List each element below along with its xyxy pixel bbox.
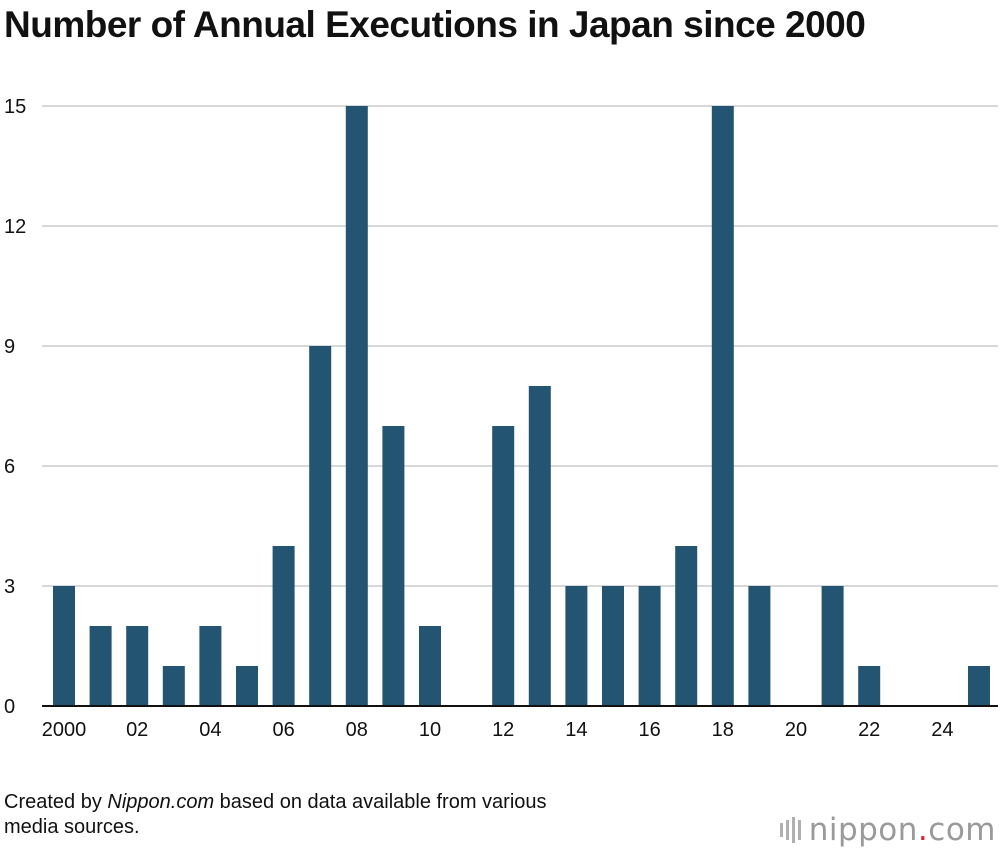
x-tick-20: 20 <box>785 719 807 741</box>
bar-2022 <box>858 666 881 706</box>
x-tick-06: 06 <box>272 719 294 741</box>
x-tick-18: 18 <box>712 719 734 741</box>
bar-2000 <box>53 586 75 706</box>
logo-name: nippon <box>808 812 918 848</box>
x-tick-labels: 2000 02 04 06 08 10 12 14 16 18 20 22 24 <box>42 719 954 741</box>
bar-2004 <box>199 626 222 706</box>
bar-2018 <box>711 106 734 706</box>
x-tick-04: 04 <box>199 719 221 741</box>
y-tick-3: 3 <box>4 576 15 598</box>
bar-2013 <box>528 386 551 706</box>
source-suffix: based on data available from various <box>214 791 547 813</box>
y-tick-12: 12 <box>4 216 26 238</box>
chart-title: Number of Annual Executions in Japan sin… <box>4 4 866 45</box>
bar-2003 <box>162 666 185 706</box>
bar-2021 <box>821 586 844 706</box>
y-tick-15: 15 <box>4 96 26 118</box>
bar-chart: 0 3 6 9 12 15 2000 02 04 06 08 10 12 14 16 18 20 22 24 <box>4 96 998 741</box>
x-tick-08: 08 <box>346 719 368 741</box>
x-tick-2000: 2000 <box>42 719 87 741</box>
nippon-logo: nippon. com <box>779 812 996 848</box>
x-tick-12: 12 <box>492 719 514 741</box>
source-line-2: media sources. <box>4 816 140 838</box>
bar-2001 <box>89 626 112 706</box>
bar-2008 <box>345 106 368 706</box>
bar-2007 <box>309 346 332 706</box>
bar-2025 <box>968 666 990 706</box>
x-tick-22: 22 <box>858 719 880 741</box>
bar-2017 <box>675 546 698 706</box>
source-prefix: Created by <box>4 791 108 813</box>
grid-lines <box>42 105 998 587</box>
bar-2014 <box>565 586 588 706</box>
bar-2009 <box>382 426 405 706</box>
bar-2002 <box>126 626 149 706</box>
x-tick-14: 14 <box>565 719 587 741</box>
bar-2019 <box>748 586 771 706</box>
logo-dot: . <box>917 812 929 848</box>
bar-2010 <box>419 626 441 706</box>
bar-2006 <box>272 546 295 706</box>
y-tick-labels: 0 3 6 9 12 15 <box>4 96 26 718</box>
bar-2005 <box>236 666 258 706</box>
source-site: Nippon.com <box>107 791 215 813</box>
bar-2015 <box>602 586 624 706</box>
bars-group <box>53 106 990 706</box>
y-tick-6: 6 <box>4 456 15 478</box>
y-tick-0: 0 <box>4 696 15 718</box>
bar-2012 <box>492 426 515 706</box>
x-tick-24: 24 <box>931 719 953 741</box>
x-tick-02: 02 <box>126 719 148 741</box>
y-tick-9: 9 <box>4 336 15 358</box>
x-tick-16: 16 <box>638 719 660 741</box>
logo-bars-icon <box>779 817 801 843</box>
source-line-1: Created by Nippon.com based on data avai… <box>4 790 547 815</box>
source-note: Created by Nippon.com based on data avai… <box>4 790 547 840</box>
logo-tld: com <box>928 812 996 848</box>
x-tick-10: 10 <box>419 719 441 741</box>
bar-2016 <box>638 586 661 706</box>
